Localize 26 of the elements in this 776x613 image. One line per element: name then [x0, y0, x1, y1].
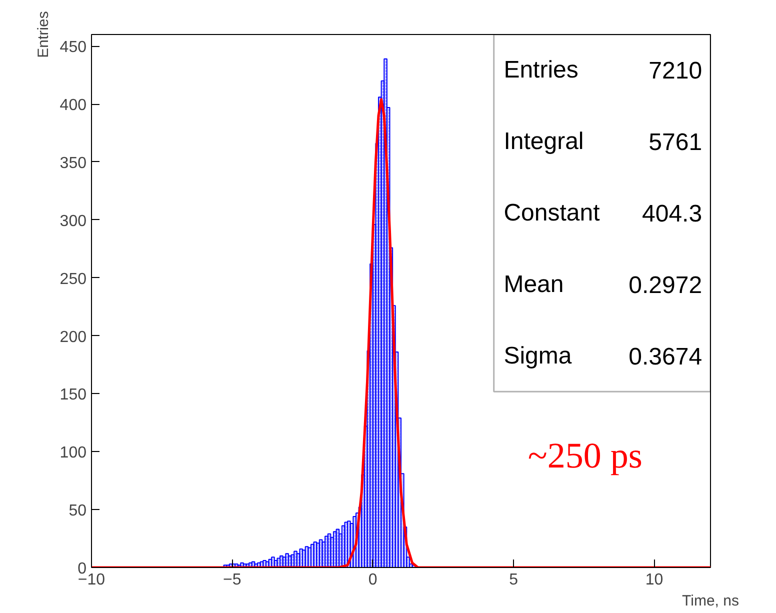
- annotation: 0.2972: [628, 272, 702, 299]
- x-axis-title: Time, ns: [682, 592, 739, 610]
- annotation: 0.3674: [628, 343, 702, 370]
- y-tick-label: 450: [60, 39, 87, 56]
- x-tick-label: 10: [645, 572, 664, 588]
- x-tick-label: 5: [509, 572, 518, 588]
- annotation: Constant: [504, 200, 600, 227]
- y-tick-label: 200: [60, 328, 87, 346]
- annotation: Mean: [504, 270, 564, 298]
- y-tick-label: 300: [60, 212, 87, 230]
- annotation: Entries: [504, 56, 578, 84]
- y-tick-label: 100: [60, 444, 87, 462]
- x-tick-label: −5: [223, 572, 242, 588]
- annotation: 5761: [648, 129, 702, 156]
- y-tick-label: 150: [60, 386, 87, 404]
- annotation: 404.3: [642, 200, 702, 228]
- annotation: 7210: [648, 58, 702, 85]
- y-tick-label: 50: [68, 502, 87, 520]
- x-tick-label: 0: [368, 572, 378, 588]
- y-axis-title: Entries: [34, 11, 52, 58]
- y-tick-label: 400: [60, 97, 87, 114]
- annotation: Integral: [504, 128, 584, 156]
- annotation: ~250 ps: [528, 436, 642, 476]
- y-tick-label: 250: [60, 270, 87, 288]
- y-tick-label: 350: [60, 154, 87, 172]
- annotation: Sigma: [504, 342, 572, 370]
